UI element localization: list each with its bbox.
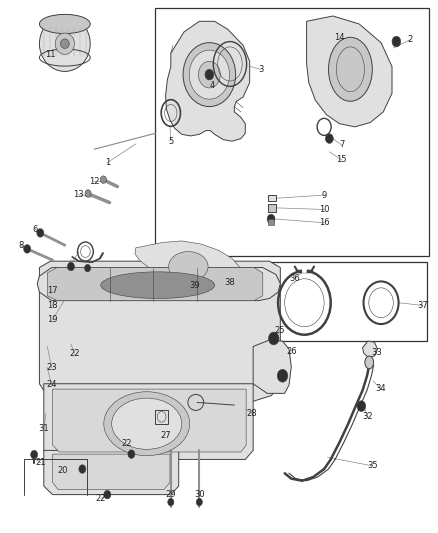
Polygon shape [363,341,378,357]
Ellipse shape [392,36,401,47]
Ellipse shape [39,14,90,34]
Ellipse shape [205,69,214,80]
Text: 28: 28 [247,409,257,417]
Polygon shape [166,21,250,141]
Ellipse shape [168,498,174,506]
Ellipse shape [60,39,69,49]
Text: 24: 24 [46,381,57,389]
Ellipse shape [85,264,91,272]
Text: 20: 20 [57,466,68,474]
Text: 21: 21 [35,458,46,467]
Text: 9: 9 [321,191,327,199]
Text: 38: 38 [225,278,235,287]
Text: 19: 19 [47,316,58,324]
Ellipse shape [325,134,333,143]
Ellipse shape [268,332,279,345]
Ellipse shape [365,356,374,369]
Ellipse shape [31,450,38,459]
Text: 34: 34 [375,384,385,392]
Polygon shape [44,450,179,495]
Text: 14: 14 [334,33,345,42]
Text: 36: 36 [290,274,300,282]
Text: 15: 15 [336,156,347,164]
Ellipse shape [100,176,106,183]
Polygon shape [53,389,246,452]
Ellipse shape [79,465,86,473]
Text: 4: 4 [210,81,215,90]
Text: 27: 27 [160,432,171,440]
Text: 23: 23 [46,364,57,372]
Text: 37: 37 [417,301,428,310]
Ellipse shape [277,369,288,382]
Ellipse shape [39,16,90,71]
Ellipse shape [189,50,230,99]
Text: 33: 33 [371,349,382,357]
Ellipse shape [357,401,366,411]
Bar [268,219,274,225]
Text: 2: 2 [407,36,412,44]
Bar [261,262,427,341]
Polygon shape [53,454,170,489]
Ellipse shape [183,43,236,107]
Bar [155,8,429,256]
Ellipse shape [104,392,190,456]
Ellipse shape [328,37,372,101]
Ellipse shape [55,33,74,54]
Text: 26: 26 [286,348,297,356]
Ellipse shape [128,450,135,458]
Ellipse shape [101,272,215,298]
Polygon shape [37,268,280,301]
Text: 35: 35 [367,462,378,470]
Polygon shape [253,340,291,393]
Text: 39: 39 [189,281,200,289]
Text: 30: 30 [194,490,205,499]
Text: 17: 17 [47,286,58,295]
Ellipse shape [24,245,31,253]
Text: 8: 8 [18,241,24,249]
Text: 1: 1 [105,158,110,167]
Bar [268,195,276,201]
Text: 31: 31 [39,424,49,433]
Ellipse shape [198,61,220,88]
Text: 12: 12 [89,177,99,185]
Text: 29: 29 [166,490,176,499]
Polygon shape [47,268,263,301]
Text: 16: 16 [319,219,329,227]
Text: 10: 10 [319,205,329,214]
Ellipse shape [112,398,182,449]
Ellipse shape [85,190,91,197]
Text: 11: 11 [45,50,56,59]
Ellipse shape [67,262,74,271]
Ellipse shape [104,490,111,499]
Text: 7: 7 [339,141,344,149]
Text: 3: 3 [258,65,263,74]
Text: 22: 22 [95,494,106,503]
Text: 25: 25 [274,326,285,335]
Text: 32: 32 [363,413,373,421]
Text: 22: 22 [69,349,80,358]
Ellipse shape [37,229,44,237]
Text: 6: 6 [32,225,38,233]
Ellipse shape [169,252,208,281]
Polygon shape [39,261,280,402]
Ellipse shape [196,498,202,506]
Text: 22: 22 [122,439,132,448]
Bar [268,204,276,212]
Polygon shape [135,241,240,289]
Text: 18: 18 [47,301,58,310]
Text: 5: 5 [168,137,173,146]
Polygon shape [44,384,253,459]
Polygon shape [307,16,392,127]
Bar [155,410,168,424]
Text: 13: 13 [73,190,83,199]
Ellipse shape [267,214,275,224]
